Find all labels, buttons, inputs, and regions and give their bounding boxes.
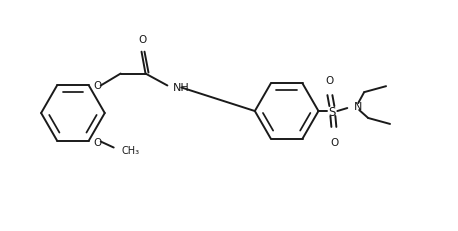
Text: O: O <box>94 137 102 147</box>
Text: S: S <box>329 105 336 118</box>
Text: CH₃: CH₃ <box>122 146 140 156</box>
Text: O: O <box>325 76 333 86</box>
Text: O: O <box>94 81 102 91</box>
Text: O: O <box>138 35 147 45</box>
Text: N: N <box>354 102 363 112</box>
Text: NH: NH <box>173 83 190 93</box>
Text: O: O <box>330 137 338 147</box>
